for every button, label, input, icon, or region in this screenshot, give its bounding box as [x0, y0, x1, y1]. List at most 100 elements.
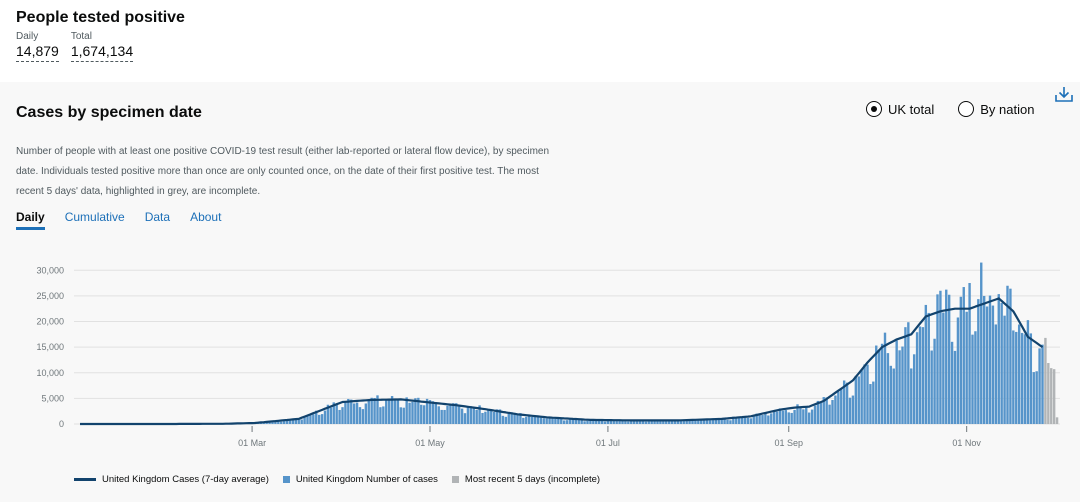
- daily-cases-bar: [982, 295, 986, 424]
- x-tick-label: 01 Mar: [238, 438, 266, 448]
- daily-cases-bar: [431, 401, 435, 424]
- daily-cases-bar: [370, 397, 373, 424]
- total-value[interactable]: 1,674,134: [70, 43, 134, 62]
- y-tick-label: 15,000: [36, 342, 64, 352]
- chart-gridlines: [74, 269, 1060, 425]
- radio-uk-total[interactable]: UK total: [866, 101, 934, 117]
- radio-nation-label: By nation: [980, 101, 1035, 117]
- daily-cases-bar: [816, 400, 820, 424]
- y-tick-label: 20,000: [36, 317, 64, 327]
- radio-uk-label: UK total: [888, 101, 935, 117]
- daily-cases-bar: [387, 399, 391, 424]
- daily-cases-bar: [1009, 288, 1012, 424]
- daily-cases-bar: [315, 410, 318, 424]
- legend-item-bars[interactable]: United Kingdom Number of cases: [282, 474, 438, 485]
- radio-unchecked-icon[interactable]: [958, 101, 975, 117]
- daily-cases-bar: [513, 412, 516, 424]
- daily-cases-bar: [478, 405, 481, 424]
- daily-cases-bar: [930, 350, 933, 424]
- daily-cases-bar: [977, 299, 980, 424]
- daily-cases-bar: [390, 396, 394, 424]
- daily-cases-bar: [770, 413, 773, 424]
- legend-item-incomplete[interactable]: Most recent 5 days (incomplete): [451, 474, 600, 485]
- daily-cases-bar: [953, 350, 957, 424]
- daily-cases-bar: [440, 409, 443, 424]
- daily-cases-bar: [775, 411, 779, 424]
- daily-cases-bar: [825, 397, 828, 424]
- chart-line-layer: [80, 297, 1044, 426]
- daily-cases-bar: [560, 418, 563, 424]
- daily-cases-bar: [860, 370, 863, 424]
- radio-by-nation[interactable]: By nation: [958, 101, 1034, 117]
- x-tick-label: 01 May: [415, 438, 445, 448]
- daily-cases-bar: [772, 409, 776, 424]
- daily-cases-bar: [971, 334, 974, 424]
- daily-cases-bar: [720, 418, 723, 424]
- daily-cases-bar: [810, 409, 814, 424]
- daily-cases-bar: [586, 420, 589, 424]
- legend-item-line[interactable]: United Kingdom Cases (7-day average): [74, 474, 269, 485]
- daily-cases-bar: [1017, 324, 1021, 424]
- daily-cases-bar: [271, 421, 274, 424]
- daily-cases-bar: [329, 407, 333, 424]
- y-tick-label: 25,000: [36, 291, 64, 301]
- daily-cases-bar: [1006, 285, 1009, 424]
- radio-checked-icon[interactable]: [866, 101, 882, 117]
- daily-cases-bar: [921, 327, 925, 424]
- tab-data[interactable]: Data: [144, 210, 171, 224]
- daily-cases-bar: [309, 414, 312, 424]
- daily-cases-bar: [880, 343, 884, 424]
- daily-cases-bar: [997, 294, 1000, 424]
- daily-cases-bar: [857, 376, 860, 424]
- daily-cases-bar: [568, 419, 572, 424]
- daily-cases-bar: [344, 401, 347, 424]
- daily-value[interactable]: 14,879: [16, 43, 59, 62]
- daily-cases-bar: [358, 407, 362, 424]
- daily-cases-bar: [525, 416, 528, 424]
- daily-cases-bar: [530, 416, 534, 424]
- daily-cases-bar: [889, 365, 893, 424]
- daily-cases-bar: [840, 388, 843, 424]
- daily-cases-bar: [758, 413, 761, 424]
- daily-cases-bar: [985, 306, 989, 424]
- daily-cases-bar: [796, 404, 799, 424]
- daily-cases-bar: [469, 406, 473, 424]
- daily-cases-bar: [533, 417, 537, 424]
- daily-cases-bar: [834, 395, 837, 424]
- daily-cases-bar: [341, 407, 344, 424]
- daily-cases-bar: [294, 419, 298, 424]
- tab-cumulative[interactable]: Cumulative: [64, 210, 125, 224]
- daily-cases-bar: [402, 407, 405, 424]
- tab-daily[interactable]: Daily: [16, 210, 45, 230]
- seven-day-average-line: [80, 297, 1044, 426]
- daily-cases-bar: [317, 414, 321, 424]
- daily-cases-bar: [950, 341, 954, 424]
- daily-cases-bar: [737, 416, 741, 424]
- daily-cases-bar: [606, 420, 610, 424]
- daily-cases-bar: [802, 409, 805, 424]
- daily-cases-bar: [300, 419, 303, 424]
- daily-cases-bar: [945, 289, 948, 424]
- daily-cases-bar: [729, 420, 732, 424]
- daily-cases-bar: [740, 417, 744, 424]
- daily-cases-bar: [679, 420, 683, 424]
- daily-cases-bar: [385, 399, 388, 424]
- daily-cases-bar: [1015, 331, 1018, 424]
- daily-cases-bar: [915, 332, 919, 424]
- daily-cases-bar: [355, 402, 359, 424]
- daily-cases-bar: [691, 419, 694, 424]
- daily-cases-bar: [644, 421, 648, 424]
- daily-cases-bar: [414, 398, 417, 424]
- daily-cases-bar: [571, 419, 575, 424]
- daily-cases-bar: [705, 420, 709, 424]
- tab-about[interactable]: About: [190, 210, 222, 224]
- download-icon[interactable]: [1055, 85, 1073, 103]
- daily-cases-bar: [475, 409, 478, 424]
- daily-cases-bar: [673, 420, 677, 424]
- daily-cases-bar: [589, 420, 592, 424]
- daily-cases-bar: [320, 414, 324, 424]
- daily-cases-bar: [565, 420, 569, 424]
- daily-cases-bar: [492, 411, 496, 424]
- daily-cases-bar: [504, 416, 508, 424]
- daily-cases-bar: [592, 419, 595, 424]
